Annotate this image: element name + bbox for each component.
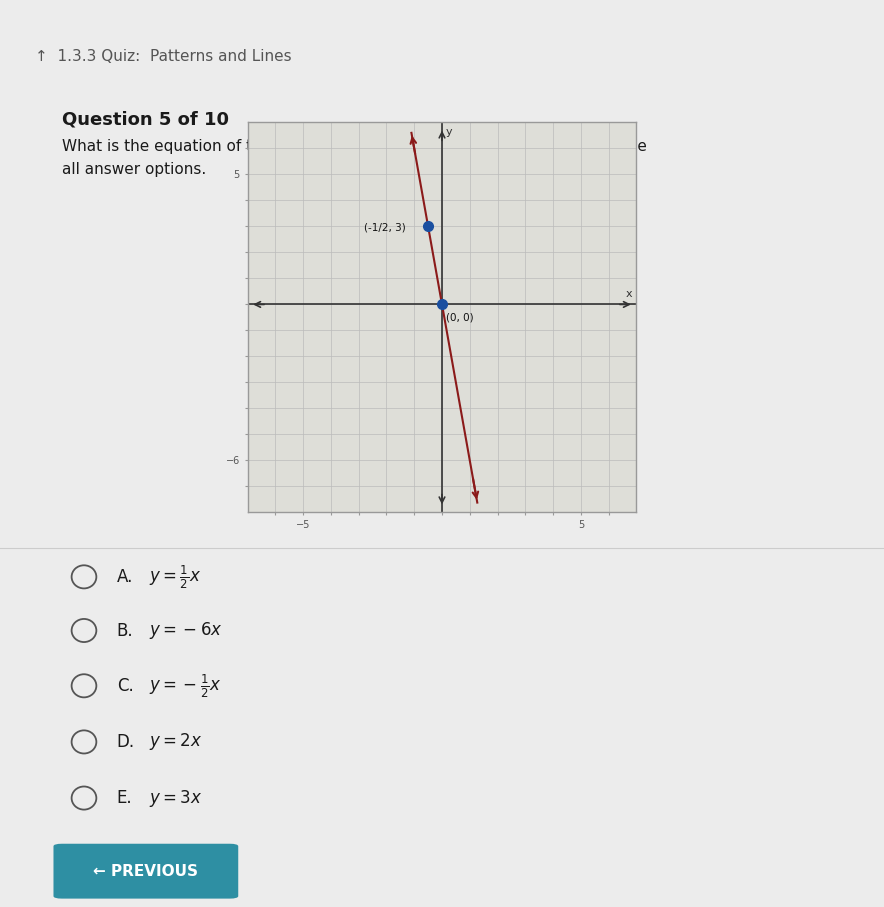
- Text: $y = 3x$: $y = 3x$: [149, 787, 202, 808]
- Text: $y = \frac{1}{2}x$: $y = \frac{1}{2}x$: [149, 563, 201, 590]
- Text: ↑  1.3.3 Quiz:  Patterns and Lines: ↑ 1.3.3 Quiz: Patterns and Lines: [35, 49, 292, 64]
- Text: What is the equation of the following line? Be sure to scroll down first to see
: What is the equation of the following li…: [62, 140, 647, 177]
- Text: x: x: [625, 288, 632, 298]
- Text: B.: B.: [117, 621, 133, 639]
- Text: Question 5 of 10: Question 5 of 10: [62, 111, 229, 129]
- Text: y: y: [446, 128, 453, 138]
- FancyBboxPatch shape: [54, 844, 239, 899]
- Text: E.: E.: [117, 789, 133, 807]
- Text: ← PREVIOUS: ← PREVIOUS: [94, 863, 198, 879]
- Text: $y = 2x$: $y = 2x$: [149, 731, 202, 753]
- Text: C.: C.: [117, 677, 133, 695]
- Text: (-1/2, 3): (-1/2, 3): [364, 222, 406, 232]
- Text: D.: D.: [117, 733, 135, 751]
- Text: (0, 0): (0, 0): [446, 312, 474, 322]
- Text: $y = -6x$: $y = -6x$: [149, 620, 222, 641]
- Text: A.: A.: [117, 568, 133, 586]
- Text: $y = -\frac{1}{2}x$: $y = -\frac{1}{2}x$: [149, 672, 221, 699]
